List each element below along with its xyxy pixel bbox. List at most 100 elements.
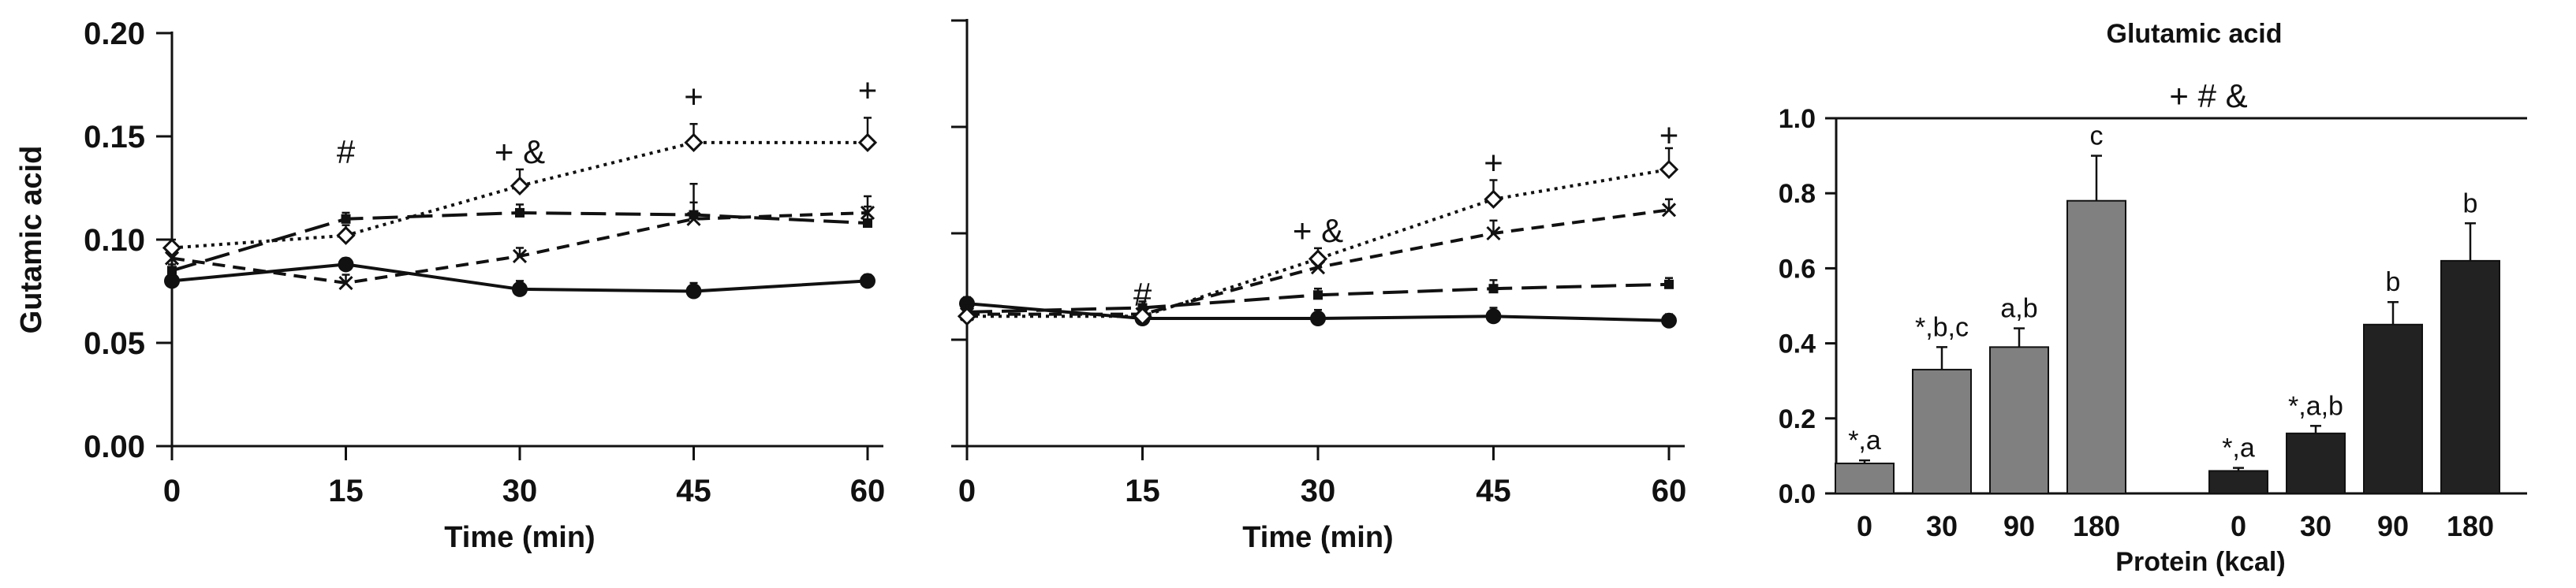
left-series-3 [162,117,878,258]
left-data-point [512,248,528,264]
left-data-point [338,275,353,291]
middle-data-point [957,307,977,326]
middle-annotation: + & [1293,212,1343,249]
left-data-point [167,266,177,276]
left-data-point [338,256,354,273]
left-x-tick-label: 60 [850,474,886,508]
left-data-point [510,176,530,196]
middle-annotation: + [1484,143,1503,180]
left-data-point-stroke-b [512,248,528,264]
middle-x-tick-label: 15 [1125,474,1160,508]
left-annotation: + & [495,133,545,170]
right-x-tick-label: 30 [2300,510,2331,542]
right-bar-label: c [2090,121,2104,151]
left-data-point [689,210,699,220]
middle-x-tick-label: 0 [958,474,976,508]
right-y-tick-label: 0.4 [1779,329,1816,359]
middle-x-tick-label: 45 [1476,474,1511,508]
left-data-point [341,214,351,224]
left-y-tick-label: 0.10 [84,223,145,258]
left-y-tick-label: 0.00 [84,430,145,464]
middle-data-point [1484,189,1503,209]
right-significance-label: + # & [2169,77,2247,114]
middle-data-point [1133,307,1152,326]
right-bar-label: *,a [1848,426,1881,456]
left-data-point [860,273,875,289]
left-data-point [863,218,872,229]
left-data-point [336,225,356,245]
left-data-point-stroke-b [164,251,180,266]
right-y-tick-label: 0.0 [1779,479,1816,509]
right-x-tick-label: 30 [1926,510,1958,542]
left-data-point [512,281,528,297]
middle-x-tick-label: 30 [1301,474,1336,508]
right-y-tick-label: 0.2 [1779,404,1816,434]
right-y-tick-label: 1.0 [1779,104,1816,134]
right-bar [2363,323,2423,494]
middle-x-axis-title: Time (min) [1242,521,1393,554]
right-x-tick-label: 90 [2003,510,2035,542]
right-y-tick-label: 0.6 [1779,254,1816,284]
right-bar [1835,462,1895,494]
panel-left: 0.00 0.05 0.10 0.15 0.20 0 15 30 45 60 Time (min) G… [15,17,885,554]
right-bar-label: *,b,c [1915,312,1969,342]
middle-data-point [1659,159,1679,180]
left-x-tick-label: 0 [163,474,181,508]
middle-data-point [1313,290,1323,300]
left-y-tick-label: 0.20 [84,17,145,51]
right-bar-label: a,b [2000,294,2037,324]
middle-data-point [1488,284,1499,294]
left-data-point [164,251,180,266]
left-x-tick-label: 45 [676,474,711,508]
middle-data-point [1661,203,1677,218]
left-x-tick-label: 30 [502,474,538,508]
right-title: Glutamic acid [2107,19,2283,49]
middle-data-point [1485,308,1502,325]
right-bar [2066,199,2126,494]
left-annotation: + [858,71,878,108]
left-series-0 [164,256,875,300]
left-annotation: + [684,77,704,114]
left-data-point [685,283,702,300]
middle-data-point [1661,312,1677,329]
right-bar [1989,346,2049,494]
left-annotation: # [337,133,356,170]
middle-data-point [1664,279,1674,289]
right-x-axis-title: Protein (kcal) [2115,547,2285,577]
left-data-point [164,273,180,289]
right-x-tick-label: 0 [2231,510,2246,542]
left-x-axis-title: Time (min) [444,521,595,554]
middle-data-point-stroke-b [1486,225,1501,241]
middle-data-point-stroke-b [1661,203,1677,218]
panel-middle: 0 15 30 45 60 Time (min) # + & + + [951,19,1686,554]
left-y-axis-title: Gutamic acid [15,146,48,334]
right-bar-label: b [2386,267,2401,297]
middle-annotation: + [1659,116,1679,153]
left-y-tick-label: 0.15 [84,120,145,154]
middle-data-point [1486,225,1501,241]
middle-annotation: # [1133,276,1152,313]
middle-data-point [1308,249,1328,269]
right-bar-label: *,a [2222,434,2255,463]
left-y-tick-label: 0.05 [84,326,145,361]
left-series-2 [167,183,872,276]
left-data-point [684,132,704,152]
left-x-tick-label: 15 [328,474,364,508]
middle-data-point [1310,311,1326,326]
left-data-point [857,132,878,152]
right-bar-label: *,a,b [2288,391,2343,421]
left-data-point [162,238,182,258]
right-x-tick-label: 90 [2377,510,2409,542]
panel-right: Glutamic acid 0.0 0.2 0.4 0.6 0.8 1.0 + # & *,a 0… [1779,19,2527,577]
right-bar [1912,368,1972,495]
right-bar [2286,432,2346,495]
right-y-tick-label: 0.8 [1779,179,1816,209]
right-x-tick-label: 0 [1857,510,1872,542]
middle-series-3 [957,147,1679,326]
left-data-point-stroke-b [338,275,353,291]
right-bar-label: b [2463,188,2478,218]
right-bar [2440,259,2500,494]
right-x-tick-label: 180 [2447,510,2494,542]
middle-series-0 [959,296,1677,329]
